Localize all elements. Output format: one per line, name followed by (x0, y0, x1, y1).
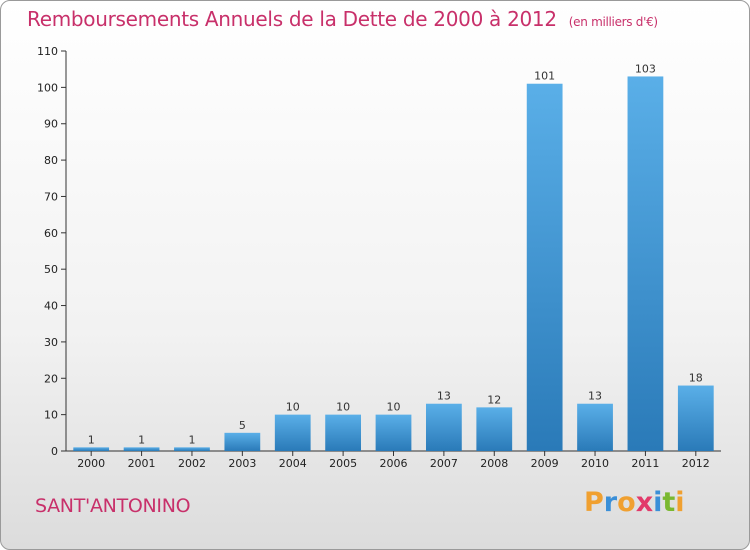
logo-letter: x (635, 487, 654, 518)
bar-value-label: 13 (588, 390, 602, 403)
y-tick-label: 10 (44, 409, 58, 422)
bar-value-label: 10 (336, 401, 350, 414)
x-tick-label: 2003 (228, 457, 256, 470)
y-tick-label: 70 (44, 190, 58, 203)
bar-value-label: 103 (635, 62, 656, 75)
y-tick-label: 110 (37, 45, 58, 58)
bar-value-label: 10 (286, 401, 300, 414)
y-tick-label: 60 (44, 227, 58, 240)
proxiti-logo: Proxiti (584, 487, 685, 518)
bar (224, 432, 261, 451)
bar (123, 447, 160, 451)
bar (73, 447, 110, 451)
logo-letter: r (603, 487, 618, 518)
chart-title-text: Remboursements Annuels de la Dette de 20… (27, 7, 557, 31)
x-tick-label: 2006 (380, 457, 408, 470)
logo-letter: i (675, 487, 685, 518)
bar (375, 414, 412, 451)
logo-letter: i (653, 487, 663, 518)
y-tick-label: 90 (44, 118, 58, 131)
x-tick-label: 2008 (480, 457, 508, 470)
bar-value-label: 5 (239, 419, 246, 432)
bar (325, 414, 362, 451)
y-tick-label: 20 (44, 372, 58, 385)
logo-letter: o (617, 487, 636, 518)
x-tick-label: 2002 (178, 457, 206, 470)
bar (174, 447, 210, 451)
bar (526, 83, 563, 452)
chart-unit: (en milliers d'€) (568, 15, 658, 29)
bar-value-label: 101 (534, 70, 555, 83)
bar-value-label: 1 (188, 433, 195, 446)
bar (274, 414, 311, 451)
bar (476, 407, 513, 451)
y-tick-label: 80 (44, 154, 58, 167)
x-tick-label: 2010 (581, 457, 609, 470)
logo-letter: t (662, 487, 676, 518)
x-tick-label: 2004 (279, 457, 307, 470)
x-tick-label: 2009 (531, 457, 559, 470)
bar (677, 385, 714, 451)
bar (425, 403, 462, 451)
bar-value-label: 1 (88, 433, 95, 446)
bar-value-label: 1 (138, 433, 145, 446)
bar-value-label: 10 (387, 401, 401, 414)
x-tick-label: 2007 (430, 457, 458, 470)
y-tick-label: 50 (44, 263, 58, 276)
bar-value-label: 18 (689, 372, 703, 385)
chart-title: Remboursements Annuels de la Dette de 20… (27, 7, 658, 31)
bar-value-label: 12 (487, 393, 501, 406)
bar (627, 76, 664, 452)
x-tick-label: 2005 (329, 457, 357, 470)
bar (577, 403, 613, 451)
x-tick-label: 2001 (128, 457, 156, 470)
logo-letter: P (584, 487, 604, 518)
chart-bars: 1 1 1 5 10 10 10 13 12 101 13 103 18 (73, 62, 714, 452)
x-tick-label: 2011 (631, 457, 659, 470)
x-tick-label: 2012 (682, 457, 710, 470)
y-tick-label: 40 (44, 300, 58, 313)
x-tick-label: 2000 (77, 457, 105, 470)
y-tick-label: 0 (51, 445, 58, 458)
y-tick-label: 100 (37, 81, 58, 94)
y-tick-label: 30 (44, 336, 58, 349)
bar-value-label: 13 (437, 390, 451, 403)
city-name: SANT'ANTONINO (35, 495, 191, 517)
